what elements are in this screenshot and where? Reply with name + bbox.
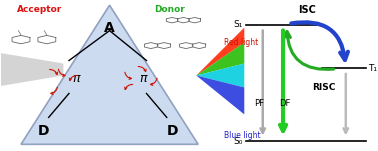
Text: π: π <box>139 72 147 85</box>
FancyArrowPatch shape <box>125 72 132 79</box>
FancyArrowPatch shape <box>69 76 77 80</box>
Text: S₀: S₀ <box>234 137 243 146</box>
Text: A: A <box>104 21 115 35</box>
FancyArrowPatch shape <box>138 66 146 72</box>
Polygon shape <box>196 76 244 114</box>
FancyArrowPatch shape <box>51 87 57 94</box>
Polygon shape <box>196 28 244 76</box>
Text: Blue light: Blue light <box>224 131 260 140</box>
Polygon shape <box>196 43 244 76</box>
Polygon shape <box>196 64 244 87</box>
Text: Acceptor: Acceptor <box>17 5 62 14</box>
Text: RISC: RISC <box>312 83 335 92</box>
Text: D: D <box>167 124 178 138</box>
Text: DF: DF <box>279 99 291 108</box>
FancyArrowPatch shape <box>50 69 57 75</box>
Text: Donor: Donor <box>154 5 184 14</box>
FancyArrowPatch shape <box>284 32 334 69</box>
Polygon shape <box>1 53 64 86</box>
Text: π: π <box>73 72 80 85</box>
FancyArrowPatch shape <box>125 84 133 90</box>
Text: ISC: ISC <box>298 5 316 15</box>
Text: Red light: Red light <box>224 38 258 47</box>
Polygon shape <box>21 5 198 144</box>
Text: T₁: T₁ <box>368 64 377 72</box>
Text: D: D <box>37 124 49 138</box>
Text: PF: PF <box>254 99 264 108</box>
FancyArrowPatch shape <box>291 22 348 60</box>
FancyArrowPatch shape <box>150 78 157 85</box>
Text: S₁: S₁ <box>234 20 243 29</box>
FancyArrowPatch shape <box>59 69 65 76</box>
